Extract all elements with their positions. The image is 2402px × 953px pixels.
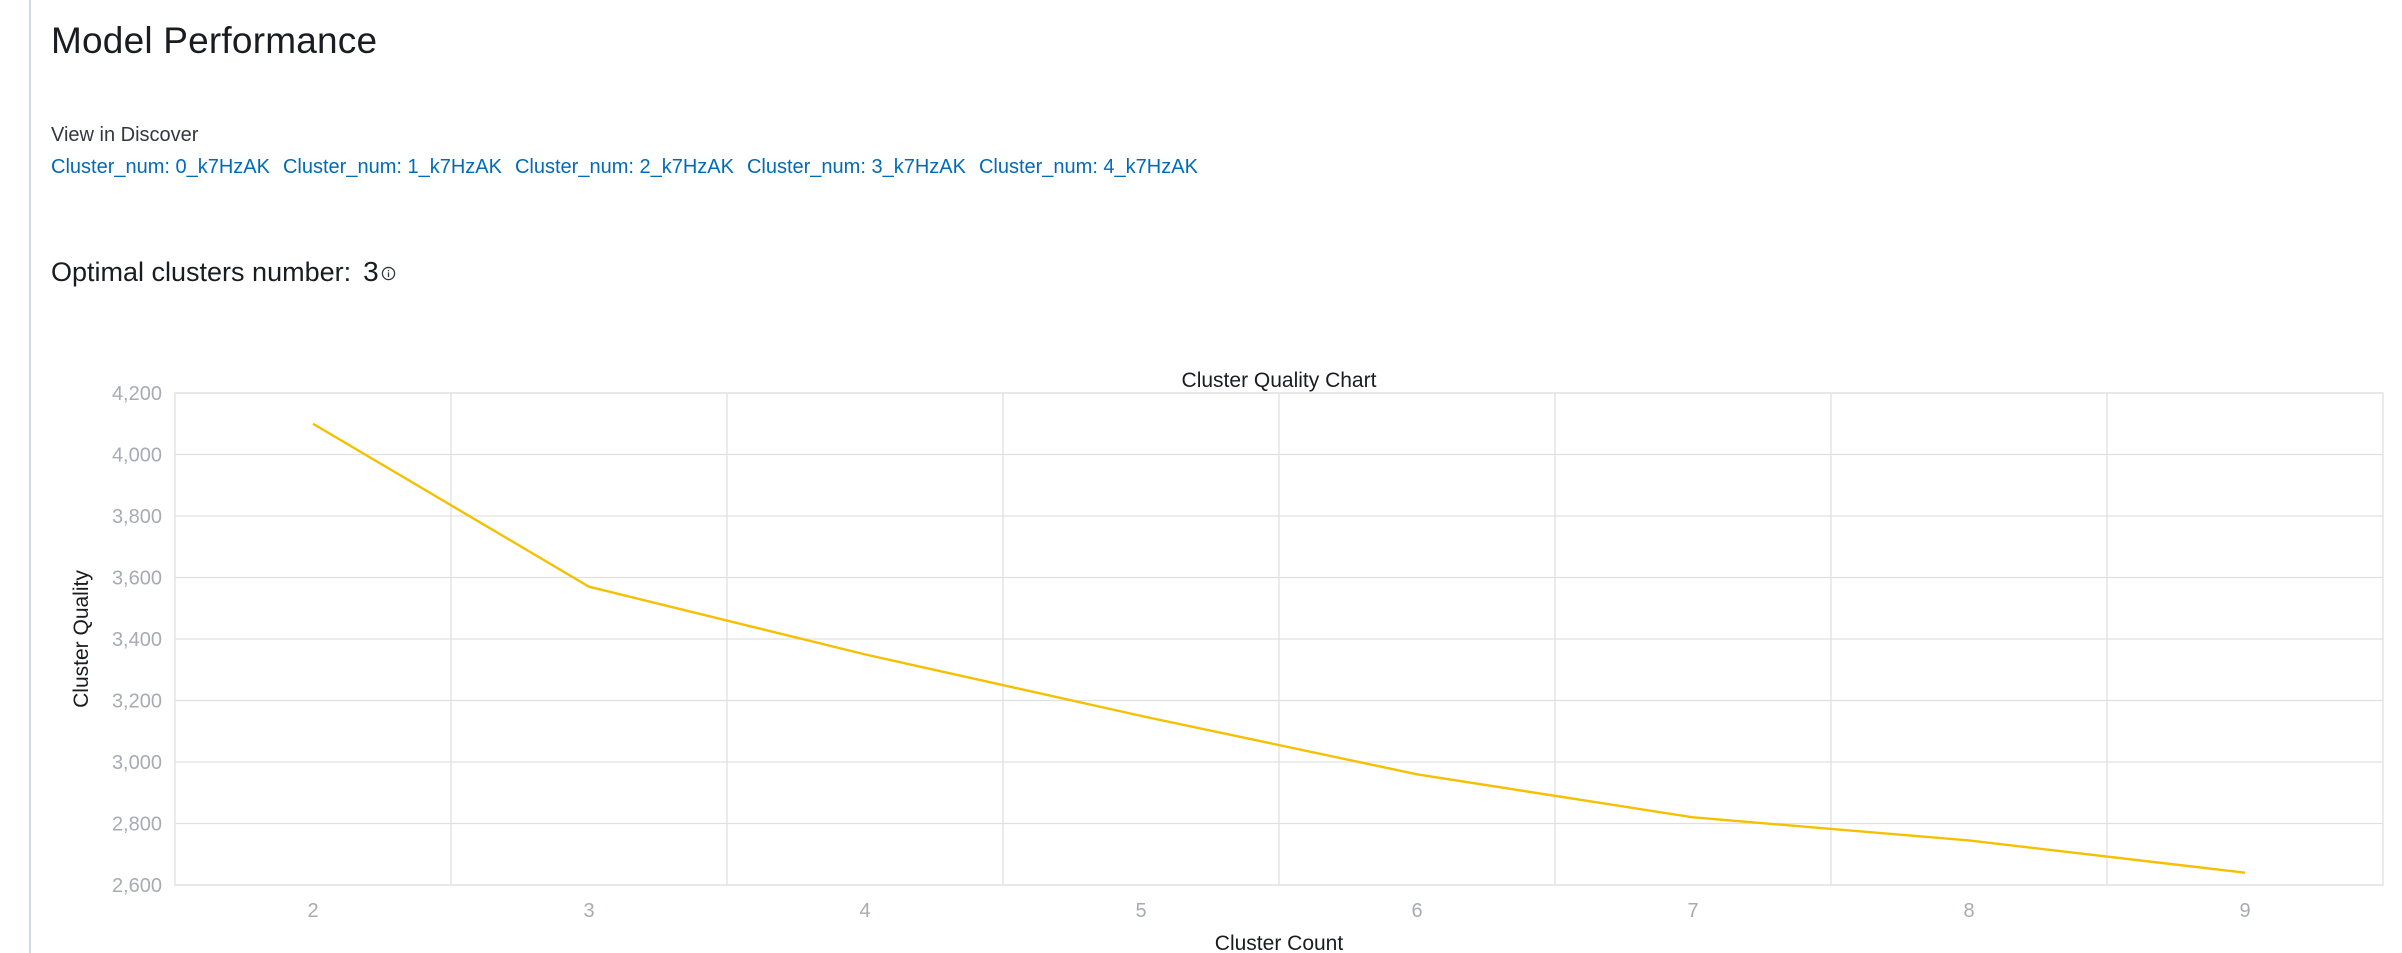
view-in-discover-label: View in Discover <box>51 124 199 146</box>
x-tick-label: 7 <box>1687 900 1698 922</box>
chart-series <box>312 422 2246 874</box>
optimal-clusters-label: Optimal clusters number: <box>51 256 352 287</box>
x-tick-label: 9 <box>2239 900 2250 922</box>
chart-title: Cluster Quality Chart <box>1182 369 1377 392</box>
y-axis-title: Cluster Quality <box>70 570 93 708</box>
x-tick-label: 4 <box>859 900 870 922</box>
y-tick-label: 3,600 <box>112 568 162 590</box>
y-axis-ticks: 2,600 2,800 3,000 3,200 3,400 3,600 3,800 4,000… <box>112 383 162 897</box>
y-tick-label: 3,000 <box>112 752 162 774</box>
y-tick-label: 2,800 <box>112 814 162 836</box>
cluster-link-1[interactable]: Cluster_num: 1_k7HzAK <box>282 156 502 178</box>
cluster-link-3[interactable]: Cluster_num: 3_k7HzAK <box>746 156 966 178</box>
x-axis-title: Cluster Count <box>1215 932 1344 953</box>
info-icon[interactable] <box>381 266 396 281</box>
y-tick-label: 3,400 <box>112 629 162 651</box>
y-tick-label: 3,200 <box>112 691 162 713</box>
discover-links: Cluster_num: 0_k7HzAK Cluster_num: 1_k7H… <box>51 156 1198 179</box>
x-tick-label: 2 <box>307 900 318 922</box>
chart-grid <box>174 392 2384 886</box>
x-tick-label: 3 <box>583 900 594 922</box>
y-tick-label: 3,800 <box>112 506 162 528</box>
x-tick-label: 6 <box>1411 900 1422 922</box>
series-line <box>312 422 2246 874</box>
left-divider <box>29 0 31 953</box>
optimal-clusters: Optimal clusters number: 3 <box>51 256 396 288</box>
cluster-link-4[interactable]: Cluster_num: 4_k7HzAK <box>978 156 1198 178</box>
optimal-clusters-value: 3 <box>363 256 379 287</box>
cluster-link-0[interactable]: Cluster_num: 0_k7HzAK <box>51 156 270 178</box>
cluster-link-2[interactable]: Cluster_num: 2_k7HzAK <box>514 156 734 178</box>
y-tick-label: 4,000 <box>112 445 162 467</box>
x-tick-label: 5 <box>1135 900 1146 922</box>
x-tick-label: 8 <box>1963 900 1974 922</box>
y-tick-label: 2,600 <box>112 875 162 897</box>
y-tick-label: 4,200 <box>112 383 162 405</box>
page-title: Model Performance <box>51 20 378 61</box>
x-axis-ticks: 2 3 4 5 6 7 8 9 <box>307 900 2250 922</box>
